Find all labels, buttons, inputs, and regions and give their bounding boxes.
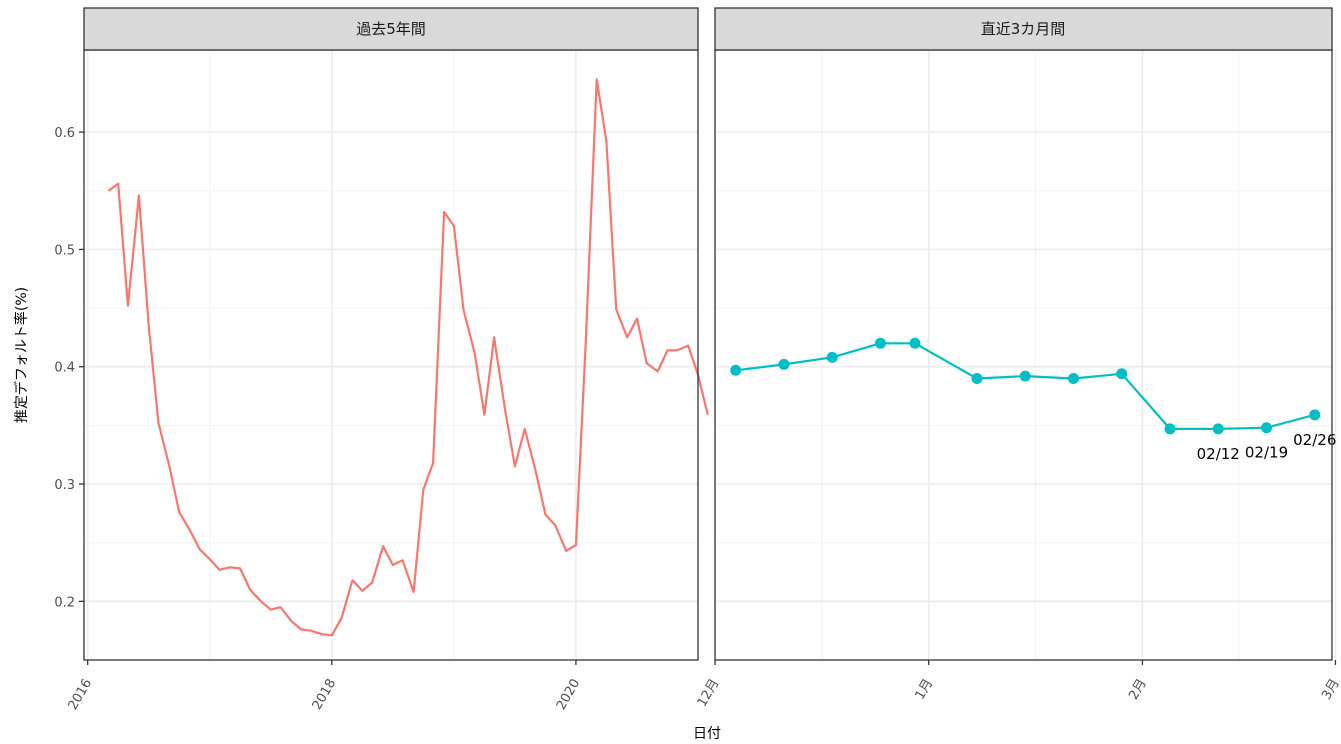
y-tick-label: 0.5 bbox=[54, 243, 75, 258]
data-point bbox=[1164, 423, 1176, 435]
data-point bbox=[1261, 422, 1273, 434]
x-tick-label: 2020 bbox=[554, 677, 584, 713]
data-label: 02/19 bbox=[1245, 444, 1288, 462]
x-tick-label: 3月 bbox=[1319, 677, 1341, 703]
series-left bbox=[107, 78, 709, 637]
y-axis: 0.2 0.3 0.4 0.5 0.6 bbox=[54, 126, 84, 610]
panel-background bbox=[84, 50, 698, 660]
data-label: 02/12 bbox=[1197, 445, 1240, 463]
panel-title-right: 直近3カ月間 bbox=[981, 20, 1066, 38]
y-axis-title: 推定デフォルト率(%) bbox=[13, 287, 30, 423]
x-tick-label: 1月 bbox=[913, 677, 937, 703]
x-axis-left: 2016 2018 2020 bbox=[66, 660, 584, 713]
data-point bbox=[909, 337, 921, 349]
data-point bbox=[730, 364, 742, 376]
x-tick-label: 12月 bbox=[695, 677, 723, 710]
data-point bbox=[1116, 368, 1128, 380]
y-tick-label: 0.2 bbox=[54, 595, 75, 610]
data-point bbox=[1067, 372, 1079, 384]
data-point bbox=[971, 372, 983, 384]
panel-recent-3-months: 02/12 02/19 02/26 直近3カ月間 12月 1月 2月 3月 bbox=[695, 7, 1341, 710]
x-tick-label: 2月 bbox=[1126, 677, 1150, 703]
panel-past-5-years: 過去5年間 2016 2018 2020 bbox=[66, 7, 709, 713]
data-point bbox=[826, 351, 838, 363]
strip-background bbox=[83, 7, 699, 51]
series-line bbox=[107, 78, 709, 637]
panel-background bbox=[715, 50, 1332, 660]
y-tick-label: 0.4 bbox=[54, 361, 75, 376]
data-point bbox=[778, 358, 790, 370]
x-axis-right: 12月 1月 2月 3月 bbox=[695, 660, 1341, 710]
data-point bbox=[874, 337, 886, 349]
data-label: 02/26 bbox=[1293, 431, 1336, 449]
panel-title-left: 過去5年間 bbox=[356, 20, 426, 38]
data-point bbox=[1019, 370, 1031, 382]
y-tick-label: 0.3 bbox=[54, 478, 75, 493]
grid-left bbox=[84, 50, 698, 660]
x-tick-label: 2018 bbox=[310, 677, 340, 713]
strip-background bbox=[714, 7, 1333, 51]
y-tick-label: 0.6 bbox=[54, 126, 75, 141]
series-right: 02/12 02/19 02/26 bbox=[730, 337, 1336, 463]
x-axis-title: 日付 bbox=[693, 726, 721, 742]
x-tick-label: 2016 bbox=[66, 677, 96, 713]
data-point bbox=[1309, 409, 1321, 421]
data-point bbox=[1212, 423, 1224, 435]
